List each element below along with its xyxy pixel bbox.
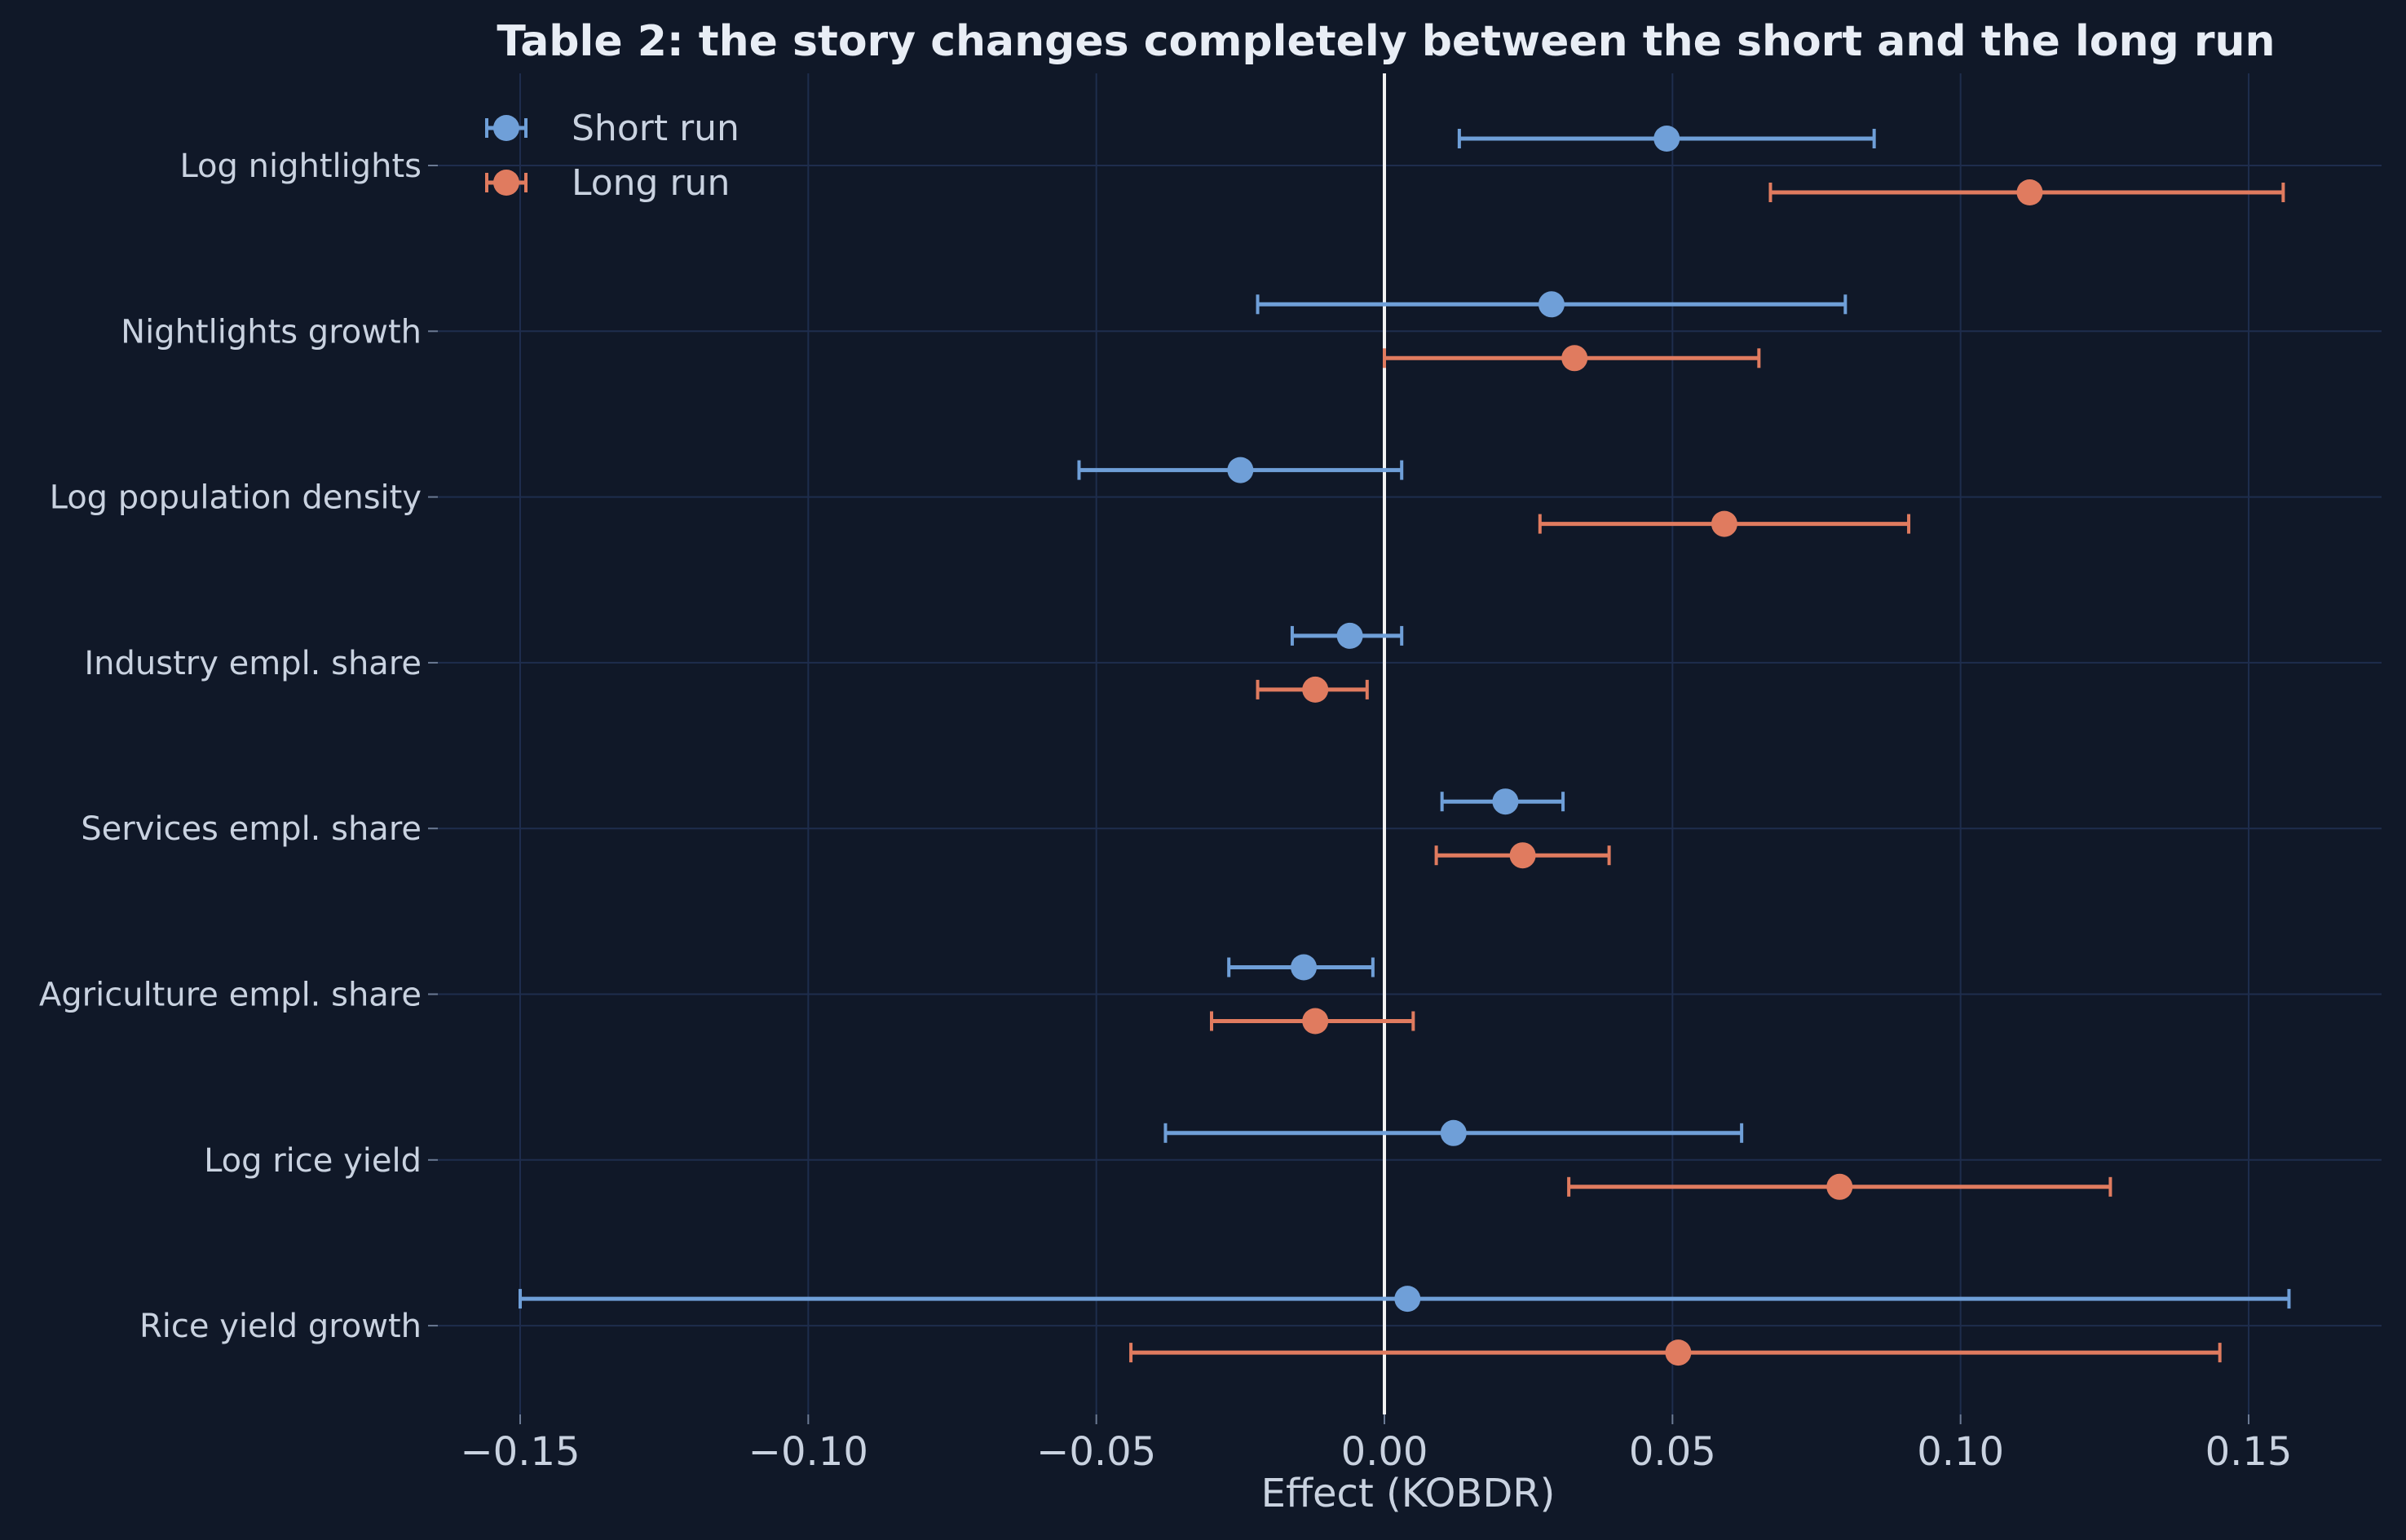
grid [438,73,2382,1414]
long-run-point [1561,345,1588,372]
x-axis-label: Effect (KOBDR) [1261,1471,1556,1516]
long-run-point [1665,1339,1692,1366]
category-label: Services empl. share [81,810,422,848]
x-tick-labels: −0.15 −0.10 −0.05 0.00 0.05 0.10 0.15 [460,1414,2292,1475]
error-bar-marks [518,126,2291,1366]
short-run-point [1394,1286,1421,1313]
x-tick-label: −0.05 [1036,1429,1156,1475]
long-run-point [2016,179,2043,205]
legend-long-run-marker [493,170,519,196]
category-labels: Log nightlights Nightlights growth Log pop… [39,148,438,1345]
long-run-point [1302,676,1329,703]
long-run-point [1711,510,1737,537]
short-run-point [1336,622,1363,649]
category-label: Industry empl. share [84,645,422,682]
x-tick-label: 0.15 [2205,1429,2293,1475]
x-tick-label: 0.00 [1341,1429,1428,1475]
chart-title: Table 2: the story changes completely be… [497,17,2275,66]
category-label: Log rice yield [204,1142,422,1180]
category-label: Nightlights growth [121,313,422,351]
long-run-point [1302,1008,1329,1035]
x-tick-label: 0.05 [1629,1429,1716,1475]
category-label: Log nightlights [179,148,422,185]
x-tick-label: −0.10 [748,1429,868,1475]
short-run-point [1227,457,1254,483]
category-label: Rice yield growth [139,1308,422,1345]
category-label: Log population density [50,479,422,517]
long-run-point [1509,842,1536,869]
short-run-point [1653,126,1680,152]
legend-short-run-label: Short run [572,108,739,149]
legend-short-run-marker [493,115,519,141]
short-run-point [1492,788,1519,815]
legend: Short run Long run [485,108,739,204]
long-run-point [1826,1173,1853,1200]
legend-long-run-label: Long run [572,162,730,204]
x-tick-label: −0.15 [460,1429,580,1475]
short-run-point [1440,1119,1467,1146]
short-run-point [1291,954,1318,981]
short-run-point [1538,291,1565,318]
category-label: Agriculture empl. share [39,977,422,1014]
x-tick-label: 0.10 [1917,1429,2004,1475]
